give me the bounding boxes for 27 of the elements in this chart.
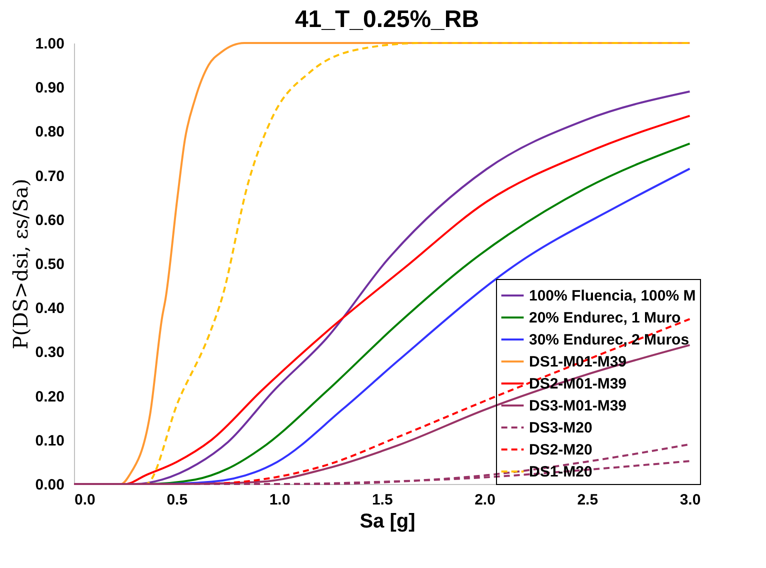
y-tick-label: 0.00 [35,476,64,494]
y-tick-label: 0.20 [35,388,64,406]
legend-label: DS3-M01-M39 [529,398,627,414]
x-tick-label: 0.5 [166,492,188,508]
y-tick-label: 0.10 [35,432,64,450]
y-tick-label: 0.30 [35,344,64,362]
x-tick-label: 1.5 [372,492,393,508]
legend-label: DS3-M20 [529,420,592,436]
y-tick-label: 1.00 [35,36,64,52]
y-tick-label: 0.60 [35,212,64,229]
chart-title: 41_T_0.25%_RB [294,6,480,33]
x-tick-label: 3.0 [680,492,701,508]
legend-label: 20% Endurec, 1 Muro [529,310,681,326]
legend-label: DS1-M20 [529,464,592,480]
y-tick-label: 0.50 [35,256,64,273]
legend-label: 100% Fluencia, 100% M [529,288,696,304]
x-tick-label: 2.5 [577,492,598,508]
legend-label: DS2-M20 [529,442,592,458]
y-tick-label: 0.80 [35,124,64,141]
y-tick-label: 0.90 [35,80,64,97]
x-tick-label: 1.0 [269,492,290,508]
x-axis-title: Sa [g] [360,510,416,532]
x-tick-label: 2.0 [474,492,496,508]
y-axis-title: P(DS>dsi, εs/Sa) [8,178,32,350]
x-tick-label: 0.0 [74,492,96,508]
y-tick-label: 0.70 [35,168,64,185]
y-tick-label: 0.40 [35,300,64,318]
